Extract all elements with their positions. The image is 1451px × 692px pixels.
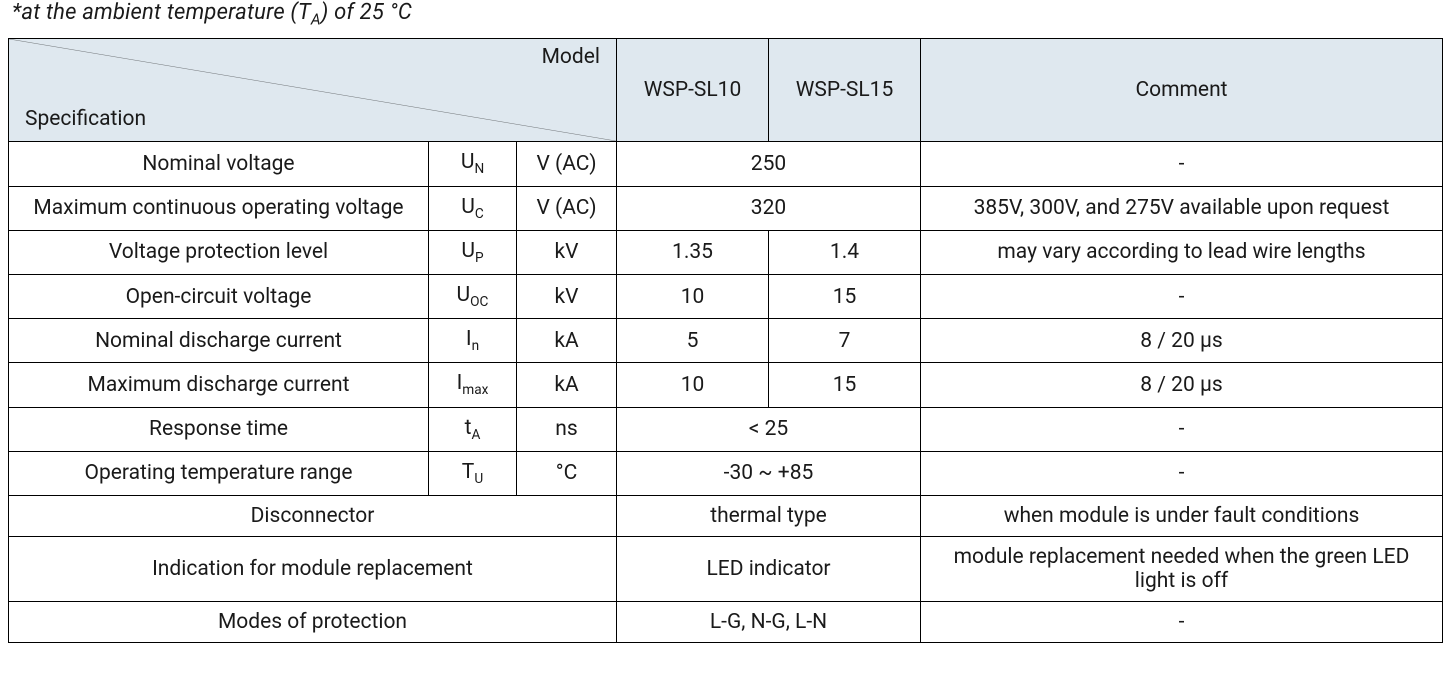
spec-symbol: tA bbox=[429, 407, 517, 451]
table-head: Model Specification WSP-SL10 WSP-SL15 Co… bbox=[9, 39, 1443, 142]
spec-comment: 8 / 20 µs bbox=[921, 363, 1443, 407]
spec-unit: ns bbox=[517, 407, 617, 451]
spec-value-m2: 7 bbox=[769, 319, 921, 363]
table-row: Nominal voltageUNV (AC)250- bbox=[9, 142, 1443, 186]
table-row: Disconnectorthermal typewhen module is u… bbox=[9, 495, 1443, 536]
spec-value: 250 bbox=[617, 142, 921, 186]
page: *at the ambient temperature (TA) of 25 °… bbox=[0, 0, 1451, 643]
spec-comment: 385V, 300V, and 275V available upon requ… bbox=[921, 186, 1443, 230]
spec-symbol: UP bbox=[429, 230, 517, 274]
spec-label: Open-circuit voltage bbox=[9, 274, 429, 318]
ambient-note: *at the ambient temperature (TA) of 25 °… bbox=[12, 0, 1443, 28]
spec-value-m1: 10 bbox=[617, 274, 769, 318]
spec-comment: when module is under fault conditions bbox=[921, 495, 1443, 536]
table-row: Voltage protection levelUPkV1.351.4may v… bbox=[9, 230, 1443, 274]
spec-value-m2: 1.4 bbox=[769, 230, 921, 274]
spec-value: L-G, N-G, L-N bbox=[617, 601, 921, 642]
spec-unit: kA bbox=[517, 319, 617, 363]
table-body: Nominal voltageUNV (AC)250-Maximum conti… bbox=[9, 142, 1443, 643]
spec-label: Maximum continuous operating voltage bbox=[9, 186, 429, 230]
spec-value-m1: 1.35 bbox=[617, 230, 769, 274]
spec-label: Modes of protection bbox=[9, 601, 617, 642]
spec-label: Nominal voltage bbox=[9, 142, 429, 186]
spec-comment: module replacement needed when the green… bbox=[921, 536, 1443, 601]
spec-comment: - bbox=[921, 451, 1443, 495]
table-row: Maximum discharge currentImaxkA10158 / 2… bbox=[9, 363, 1443, 407]
spec-unit: kV bbox=[517, 274, 617, 318]
spec-comment: - bbox=[921, 407, 1443, 451]
spec-symbol: UOC bbox=[429, 274, 517, 318]
spec-label: Nominal discharge current bbox=[9, 319, 429, 363]
header-comment: Comment bbox=[921, 39, 1443, 142]
table-row: Maximum continuous operating voltageUCV … bbox=[9, 186, 1443, 230]
spec-label: Operating temperature range bbox=[9, 451, 429, 495]
spec-unit: kV bbox=[517, 230, 617, 274]
spec-value-m1: 10 bbox=[617, 363, 769, 407]
spec-value: -30 ~ +85 bbox=[617, 451, 921, 495]
spec-unit: °C bbox=[517, 451, 617, 495]
spec-value: 320 bbox=[617, 186, 921, 230]
table-row: Operating temperature rangeTU°C-30 ~ +85… bbox=[9, 451, 1443, 495]
spec-label: Voltage protection level bbox=[9, 230, 429, 274]
table-row: Modes of protectionL-G, N-G, L-N- bbox=[9, 601, 1443, 642]
spec-unit: kA bbox=[517, 363, 617, 407]
table-row: Nominal discharge currentInkA578 / 20 µs bbox=[9, 319, 1443, 363]
spec-comment: - bbox=[921, 274, 1443, 318]
spec-label: Indication for module replacement bbox=[9, 536, 617, 601]
table-row: Open-circuit voltageUOCkV1015- bbox=[9, 274, 1443, 318]
spec-value: thermal type bbox=[617, 495, 921, 536]
spec-value-m1: 5 bbox=[617, 319, 769, 363]
spec-label: Disconnector bbox=[9, 495, 617, 536]
spec-value-m2: 15 bbox=[769, 274, 921, 318]
spec-comment: 8 / 20 µs bbox=[921, 319, 1443, 363]
spec-unit: V (AC) bbox=[517, 186, 617, 230]
spec-label: Maximum discharge current bbox=[9, 363, 429, 407]
spec-symbol: TU bbox=[429, 451, 517, 495]
header-model2: WSP-SL15 bbox=[769, 39, 921, 142]
header-model-label: Model bbox=[542, 45, 600, 69]
spec-label: Response time bbox=[9, 407, 429, 451]
table-row: Indication for module replacementLED ind… bbox=[9, 536, 1443, 601]
spec-unit: V (AC) bbox=[517, 142, 617, 186]
spec-value-m2: 15 bbox=[769, 363, 921, 407]
spec-symbol: UC bbox=[429, 186, 517, 230]
spec-table: Model Specification WSP-SL10 WSP-SL15 Co… bbox=[8, 38, 1443, 643]
spec-value: LED indicator bbox=[617, 536, 921, 601]
header-spec-label: Specification bbox=[25, 107, 146, 131]
spec-comment: - bbox=[921, 142, 1443, 186]
diag-header: Model Specification bbox=[9, 39, 617, 142]
spec-symbol: In bbox=[429, 319, 517, 363]
spec-symbol: UN bbox=[429, 142, 517, 186]
spec-comment: may vary according to lead wire lengths bbox=[921, 230, 1443, 274]
spec-symbol: Imax bbox=[429, 363, 517, 407]
table-row: Response timetAns< 25- bbox=[9, 407, 1443, 451]
spec-value: < 25 bbox=[617, 407, 921, 451]
header-model1: WSP-SL10 bbox=[617, 39, 769, 142]
spec-comment: - bbox=[921, 601, 1443, 642]
